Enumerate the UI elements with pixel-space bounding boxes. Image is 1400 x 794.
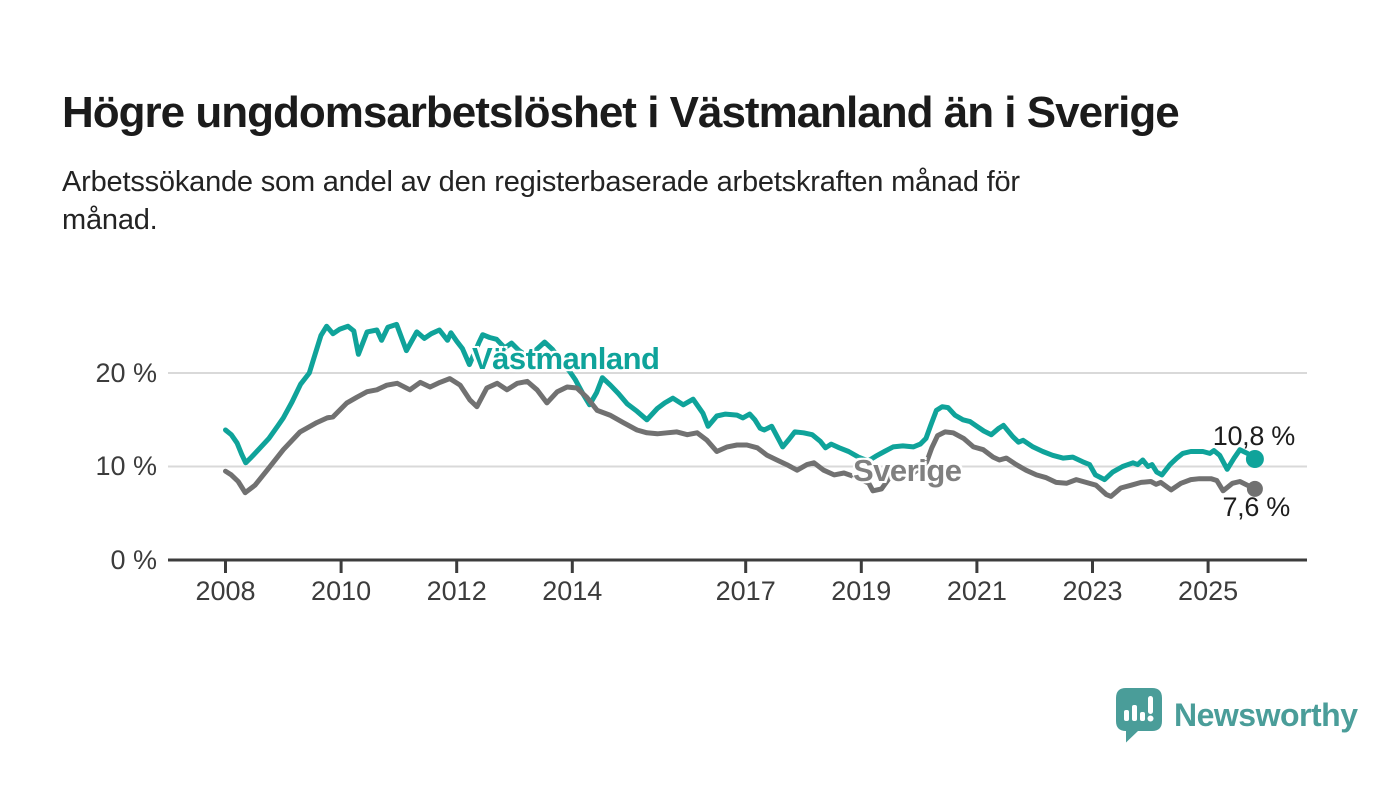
chart-subtitle: Arbetssökande som andel av den registerb…: [62, 166, 1020, 237]
series-end-dot-västmanland: [1245, 450, 1264, 468]
x-axis-label: 2025: [1178, 576, 1239, 606]
x-axis-label: 2012: [426, 576, 487, 606]
x-axis-label: 2021: [946, 576, 1007, 606]
page-title: Högre ungdomsarbetslöshet i Västmanland …: [62, 88, 1180, 138]
x-axis-label: 2019: [831, 576, 892, 606]
y-axis-label-20: 20 %: [95, 358, 157, 388]
series-label-sverige: Sverige: [853, 453, 962, 488]
series-label-vastmanland: Västmanland: [472, 341, 660, 376]
x-axis-label: 2008: [195, 576, 256, 606]
end-value-sverige: 7,6 %: [1222, 492, 1290, 522]
newsworthy-logo: Newsworthy: [1115, 687, 1358, 744]
y-axis-label-10: 10 %: [95, 451, 157, 481]
speech-bubble-bar-chart-icon: [1116, 688, 1162, 743]
series-line-sverige: [223, 376, 1258, 499]
series-line-västmanland: [223, 321, 1258, 483]
x-axis-label: 2010: [311, 576, 372, 606]
series-end-dot-sverige: [1246, 480, 1263, 497]
x-axis-label: 2014: [542, 576, 603, 606]
x-axis-label: 2023: [1062, 576, 1123, 606]
x-axis-label: 2017: [715, 576, 776, 606]
newsworthy-logo-text: Newsworthy: [1174, 697, 1358, 733]
end-value-vastmanland: 10,8 %: [1212, 421, 1296, 451]
y-axis-label-0: 0 %: [110, 545, 157, 575]
